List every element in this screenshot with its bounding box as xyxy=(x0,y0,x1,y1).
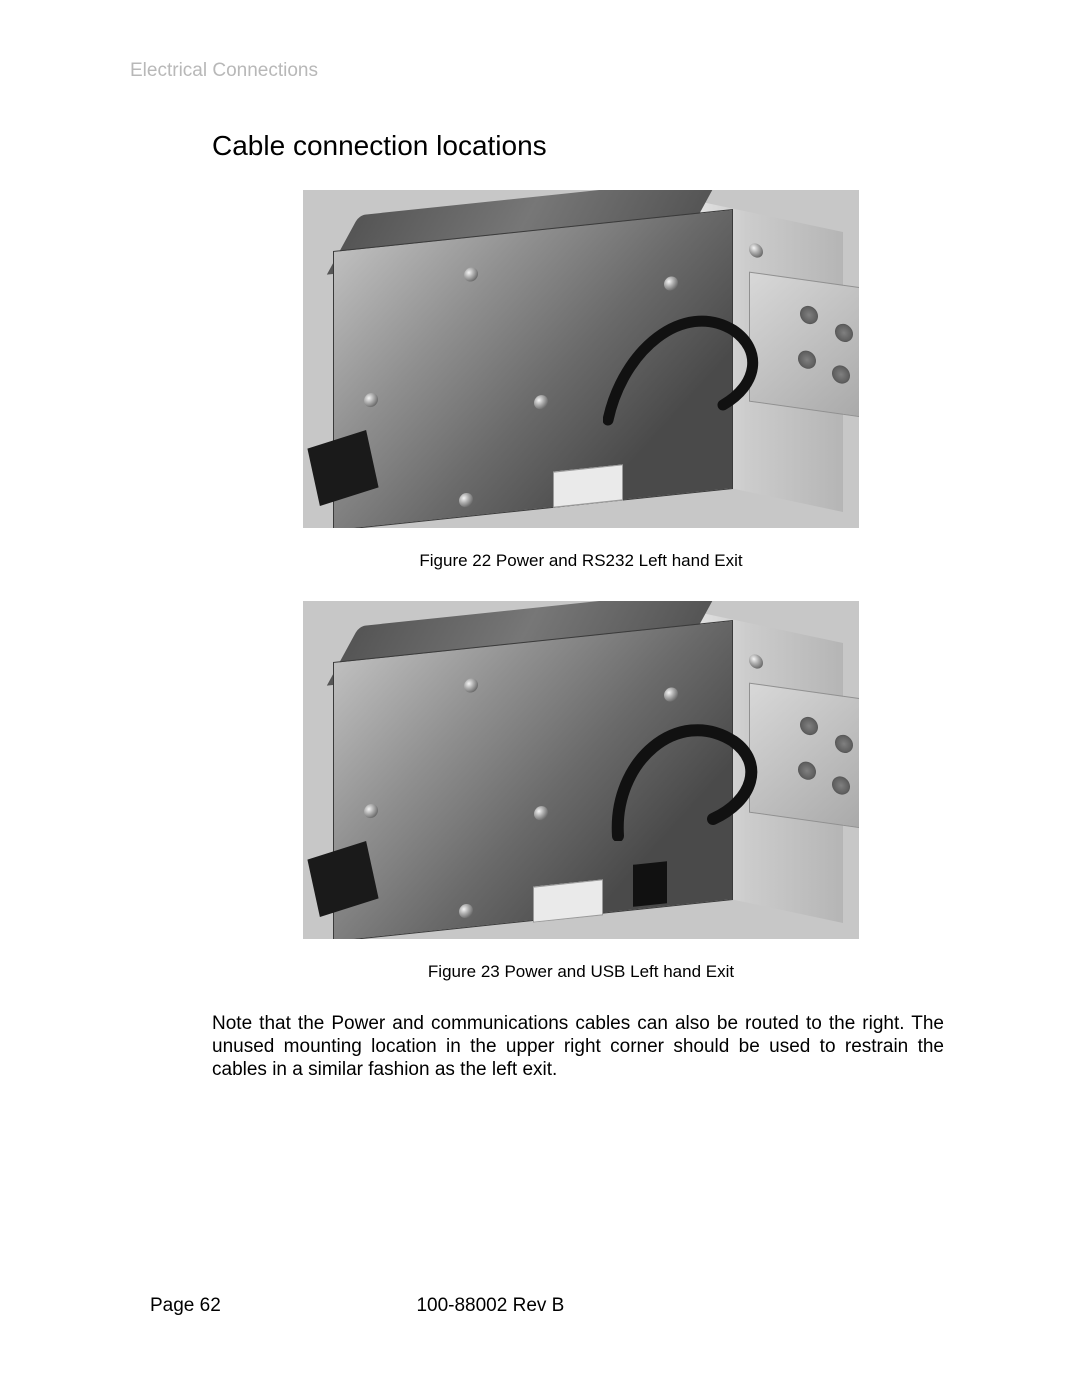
device-body xyxy=(333,209,733,528)
page-title: Cable connection locations xyxy=(212,130,950,162)
screw-icon xyxy=(534,394,548,409)
screw-icon xyxy=(464,678,478,693)
screw-icon xyxy=(364,392,378,407)
bracket-hole-icon xyxy=(798,349,816,370)
screw-icon xyxy=(534,805,548,820)
note-paragraph: Note that the Power and communications c… xyxy=(212,1012,944,1082)
bracket-hole-icon xyxy=(800,716,818,737)
figure-22: Figure 22 Power and RS232 Left hand Exit xyxy=(212,190,950,571)
document-page: Electrical Connections Cable connection … xyxy=(0,0,1080,1397)
page-content: Cable connection locations xyxy=(212,130,950,1082)
bracket-hole-icon xyxy=(835,323,853,344)
usb-plug xyxy=(633,861,667,907)
bracket-hole-icon xyxy=(835,734,853,755)
figure-23: Figure 23 Power and USB Left hand Exit xyxy=(212,601,950,982)
figure-22-image xyxy=(303,190,859,528)
screw-icon xyxy=(664,276,678,291)
footer-spacer xyxy=(820,1295,880,1317)
screw-icon xyxy=(459,903,473,918)
page-footer: Page 62 100-88002 Rev B xyxy=(150,1295,880,1317)
bracket-hole-icon xyxy=(800,305,818,326)
figure-22-caption: Figure 22 Power and RS232 Left hand Exit xyxy=(212,551,950,571)
mounting-bracket xyxy=(749,683,859,830)
power-connector xyxy=(553,464,623,507)
bracket-hole-icon xyxy=(832,775,850,796)
bracket-hole-icon xyxy=(832,364,850,385)
section-header: Electrical Connections xyxy=(130,60,950,82)
screw-icon xyxy=(364,803,378,818)
bracket-hole-icon xyxy=(798,760,816,781)
figure-23-caption: Figure 23 Power and USB Left hand Exit xyxy=(212,962,950,982)
document-revision: 100-88002 Rev B xyxy=(161,1295,820,1317)
screw-icon xyxy=(664,687,678,702)
figure-23-image xyxy=(303,601,859,939)
power-connector xyxy=(533,879,603,922)
screw-icon xyxy=(749,242,763,259)
screw-icon xyxy=(459,492,473,507)
screw-icon xyxy=(749,653,763,670)
screw-icon xyxy=(464,267,478,282)
mounting-bracket xyxy=(749,272,859,419)
